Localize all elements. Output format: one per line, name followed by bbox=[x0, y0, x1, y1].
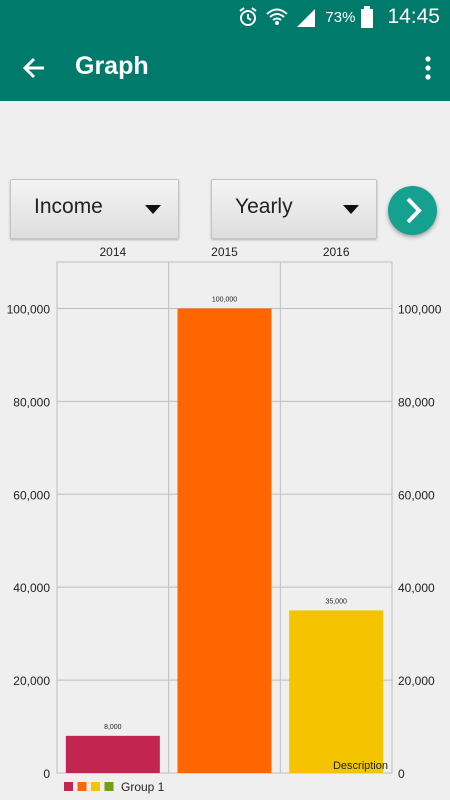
next-button[interactable] bbox=[388, 186, 437, 235]
bar-chart: 0 0 20,000 20,000 40,000 40,000 60,000 60,000 80… bbox=[7, 245, 442, 794]
x-category-label: 2016 bbox=[323, 245, 350, 259]
status-icons: 73% 14:45 bbox=[237, 4, 440, 30]
period-dropdown-value: Yearly bbox=[235, 195, 293, 218]
y-tick-label-left: 20,000 bbox=[13, 674, 50, 688]
period-dropdown[interactable]: Yearly bbox=[211, 179, 377, 239]
clock: 14:45 bbox=[387, 5, 440, 28]
legend-swatch bbox=[91, 782, 100, 791]
signal-icon bbox=[297, 9, 316, 27]
y-tick-label-right: 100,000 bbox=[398, 302, 442, 316]
bar-value-label: 35,000 bbox=[325, 598, 347, 605]
chart-description: Description bbox=[333, 760, 388, 772]
bar bbox=[65, 735, 160, 773]
arrow-back-icon bbox=[22, 57, 44, 79]
x-category-label: 2015 bbox=[211, 245, 238, 259]
y-tick-label-left: 60,000 bbox=[13, 488, 50, 502]
app-bar: Graph bbox=[0, 34, 450, 101]
battery-percent: 73% bbox=[325, 8, 356, 26]
alarm-icon bbox=[239, 7, 258, 26]
chevron-right-icon bbox=[406, 197, 422, 224]
y-tick-label-right: 20,000 bbox=[398, 674, 435, 688]
back-button[interactable] bbox=[18, 52, 50, 84]
y-tick-label-left: 40,000 bbox=[13, 581, 50, 595]
battery-icon bbox=[361, 6, 374, 28]
y-tick-label-right: 80,000 bbox=[398, 395, 435, 409]
y-tick-label-left: 0 bbox=[43, 767, 50, 781]
dropdown-arrow-icon bbox=[145, 205, 161, 214]
bar bbox=[289, 610, 384, 773]
status-bar: 73% 14:45 bbox=[0, 0, 450, 34]
y-tick-label-right: 40,000 bbox=[398, 581, 435, 595]
type-dropdown-value: Income bbox=[34, 195, 103, 218]
y-tick-label-right: 60,000 bbox=[398, 488, 435, 502]
legend-swatch bbox=[77, 782, 87, 791]
y-tick-label-left: 80,000 bbox=[13, 395, 50, 409]
wifi-icon bbox=[266, 8, 289, 25]
bar-value-label: 8,000 bbox=[104, 724, 122, 731]
overflow-menu-button[interactable] bbox=[422, 52, 434, 84]
type-dropdown[interactable]: Income bbox=[10, 179, 179, 239]
legend-label: Group 1 bbox=[121, 780, 165, 794]
legend-swatch bbox=[104, 782, 114, 791]
bar bbox=[177, 308, 272, 773]
y-tick-label-right: 0 bbox=[398, 767, 405, 781]
more-vert-icon bbox=[425, 56, 431, 80]
dropdown-arrow-icon bbox=[343, 205, 359, 214]
legend-swatch bbox=[64, 782, 73, 791]
bar-value-label: 100,000 bbox=[212, 296, 237, 303]
page-title: Graph bbox=[75, 52, 149, 80]
x-category-label: 2014 bbox=[99, 245, 126, 259]
y-tick-label-left: 100,000 bbox=[7, 302, 51, 316]
